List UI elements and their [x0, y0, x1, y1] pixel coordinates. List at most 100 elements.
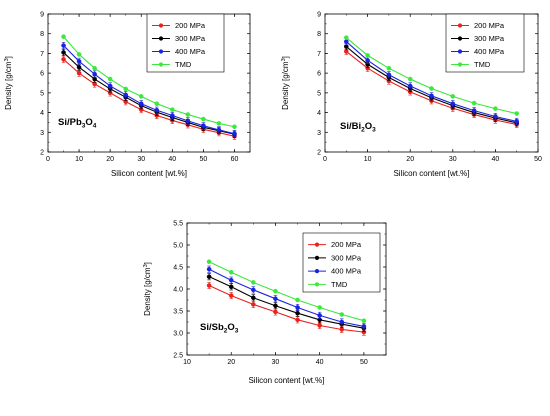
x-tick-label: 40: [168, 156, 176, 163]
legend-marker: [314, 269, 320, 274]
x-tick-label: 0: [323, 156, 327, 163]
data-point: [317, 305, 322, 310]
legend-box: [146, 13, 225, 73]
data-point: [201, 123, 206, 129]
data-point: [61, 43, 66, 48]
data-point: [76, 70, 82, 76]
x-tick-label: 50: [199, 156, 207, 163]
data-point: [138, 101, 144, 106]
data-point: [386, 65, 392, 71]
y-tick-label: 4: [40, 110, 44, 117]
series-line: [63, 36, 235, 128]
x-tick-label: 10: [75, 156, 83, 163]
data-point: [339, 319, 345, 325]
y-tick-label: 5.0: [173, 243, 183, 250]
data-point: [273, 288, 278, 294]
data-point: [407, 76, 413, 82]
series-3: [206, 265, 367, 330]
series-line: [208, 276, 364, 329]
y-tick-label: 4.0: [173, 287, 183, 294]
x-tick-label: 10: [364, 156, 372, 163]
legend-marker: [457, 36, 463, 41]
data-point: [61, 50, 66, 55]
legend-label: 400 MPa: [474, 47, 505, 56]
data-point: [365, 58, 370, 63]
x-tick-label: 0: [46, 156, 50, 163]
chart-panel-2: 0 10 20 30 40 50 2 3 4 5 6 7 8 9 Silicon content [wt.%…: [281, 12, 542, 179]
series-3: [61, 42, 237, 138]
data-point: [216, 121, 222, 126]
legend-marker: [314, 242, 320, 247]
data-point: [407, 83, 413, 89]
y-axis-label: Density [g/cm3]: [281, 56, 290, 110]
data-point: [185, 112, 191, 117]
data-point: [365, 53, 370, 58]
data-point: [228, 277, 234, 283]
legend-label: 400 MPa: [175, 47, 206, 56]
legend-label: TMD: [331, 280, 348, 289]
data-point: [493, 114, 498, 119]
data-point: [92, 71, 97, 77]
y-tick-label: 5: [40, 90, 44, 97]
legend-marker: [457, 49, 463, 54]
legend-marker: [158, 49, 164, 54]
legend-marker: [314, 255, 320, 260]
series-line: [208, 284, 364, 333]
y-tick-label: 3.0: [173, 331, 183, 338]
data-point: [123, 86, 128, 92]
data-point: [273, 296, 278, 301]
y-tick-label: 3.5: [173, 309, 183, 316]
data-point: [138, 94, 144, 99]
y-tick-label: 2.5: [173, 353, 183, 360]
y-tick-label: 5: [317, 90, 321, 97]
y-tick-label: 9: [40, 12, 44, 19]
x-axis-label: Silicon content [wt.%]: [393, 169, 469, 178]
data-point: [450, 94, 456, 99]
legend-label: TMD: [474, 60, 491, 69]
legend-label: 300 MPa: [175, 34, 206, 43]
data-point: [61, 57, 66, 62]
legend-label: TMD: [175, 60, 192, 69]
data-point: [232, 131, 237, 136]
data-point: [251, 302, 256, 307]
legend-marker: [457, 62, 463, 67]
data-point: [228, 293, 234, 298]
legend-label: 300 MPa: [474, 34, 505, 43]
y-tick-label: 7: [40, 51, 44, 58]
data-point: [295, 297, 300, 303]
data-point: [273, 309, 278, 315]
series-line: [208, 261, 365, 322]
x-axis-label: Silicon content [wt.%]: [111, 169, 187, 178]
data-point: [295, 310, 300, 316]
x-tick-label: 30: [449, 156, 457, 163]
x-tick-label: 50: [534, 156, 542, 163]
data-point: [170, 113, 175, 118]
data-point: [206, 259, 212, 265]
y-tick-label: 9: [317, 12, 321, 19]
data-point: [232, 124, 237, 130]
x-tick-label: 10: [183, 359, 191, 366]
y-tick-label: 4.5: [173, 265, 183, 272]
data-point: [493, 106, 498, 111]
series-4: [61, 34, 237, 130]
x-tick-label: 30: [272, 359, 280, 366]
legend-label: 200 MPa: [331, 240, 362, 249]
y-tick-label: 6: [40, 71, 44, 78]
data-point: [107, 83, 113, 89]
y-tick-label: 2: [317, 150, 321, 157]
data-point: [228, 269, 234, 275]
legend-marker: [158, 62, 164, 67]
data-point: [76, 59, 82, 64]
data-point: [76, 52, 82, 57]
data-point: [154, 107, 160, 113]
data-point: [251, 287, 256, 293]
legend-label: 200 MPa: [175, 21, 206, 30]
legend: 200 MPa 300 MPa 400 MPa TMD: [146, 13, 225, 73]
data-point: [295, 305, 300, 310]
panel-label: Si/Bi2O3: [340, 121, 376, 134]
x-axis-label: Silicon content [wt.%]: [248, 376, 324, 385]
legend-box: [302, 232, 381, 293]
legend-marker: [158, 36, 164, 41]
y-tick-label: 3: [317, 130, 321, 137]
